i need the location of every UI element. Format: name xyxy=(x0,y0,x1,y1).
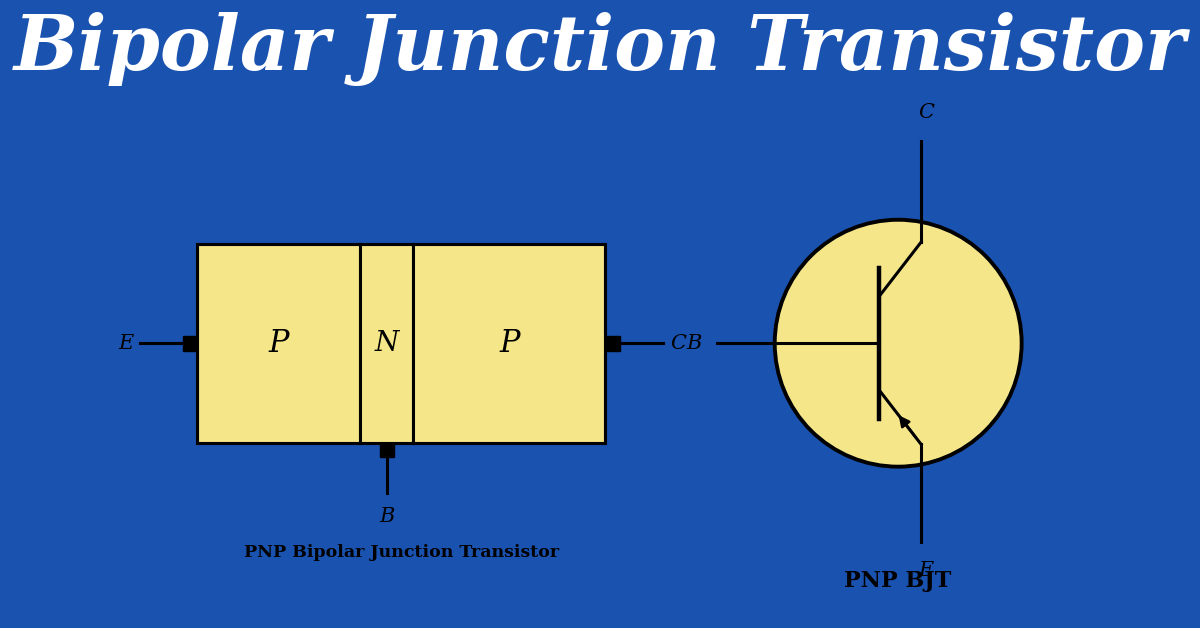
Bar xyxy=(360,244,414,443)
Text: C: C xyxy=(671,333,686,353)
Circle shape xyxy=(775,220,1021,467)
Text: E: E xyxy=(119,333,133,353)
Bar xyxy=(414,244,605,443)
Text: P: P xyxy=(499,328,520,359)
Text: PNP BJT: PNP BJT xyxy=(845,570,952,592)
Text: Bipolar Junction Transistor: Bipolar Junction Transistor xyxy=(14,12,1186,85)
Bar xyxy=(605,336,620,350)
Text: P: P xyxy=(269,328,289,359)
Bar xyxy=(182,336,197,350)
Text: PNP Bipolar Junction Transistor: PNP Bipolar Junction Transistor xyxy=(244,544,559,561)
Text: C: C xyxy=(918,104,935,122)
Text: E: E xyxy=(919,561,934,580)
Text: B: B xyxy=(686,333,702,353)
Text: B: B xyxy=(379,507,395,526)
Bar xyxy=(197,244,605,443)
Bar xyxy=(197,244,360,443)
Bar xyxy=(379,443,395,457)
Text: N: N xyxy=(374,330,400,357)
